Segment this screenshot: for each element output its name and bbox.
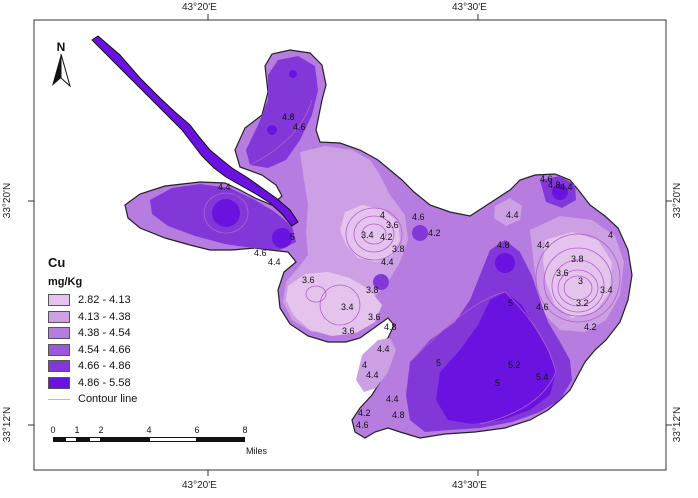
- scale-tick-label: 4: [146, 425, 152, 435]
- coord-top-right: 43°30'E: [452, 2, 487, 13]
- scale-segment: [53, 437, 65, 442]
- coord-right-top: 33°20'N: [672, 182, 684, 219]
- coord-bottom-right: 43°30'E: [452, 480, 487, 491]
- legend-item: 4.13 - 4.38: [48, 309, 137, 326]
- scale-segment: [77, 437, 89, 442]
- scale-segment: [149, 437, 197, 442]
- coord-bottom-left: 43°20'E: [182, 480, 217, 491]
- high-zone-north: [246, 56, 318, 168]
- scale-tick-label: 8: [242, 425, 248, 435]
- legend-item-contour: Contour line: [48, 391, 137, 408]
- coord-right-bottom: 33°12'N: [672, 406, 684, 443]
- legend-swatch: [48, 294, 70, 307]
- legend-contour-label: Contour line: [78, 393, 138, 406]
- scale-segment: [89, 437, 101, 442]
- scale-segment: [197, 437, 245, 442]
- north-arrow-icon: [52, 53, 71, 88]
- legend-label: 2.82 - 4.13: [78, 294, 131, 307]
- legend-label: 4.13 - 4.38: [78, 310, 131, 323]
- hot-spots: [212, 70, 568, 290]
- legend-item: 4.38 - 4.54: [48, 325, 137, 342]
- north-arrow: N: [48, 40, 74, 93]
- legend-item: 4.66 - 4.86: [48, 358, 137, 375]
- legend-label: 4.66 - 4.86: [78, 360, 131, 373]
- low-zone-south-west-edge: [356, 338, 396, 392]
- legend-unit: mg/Kg: [48, 276, 83, 288]
- legend-item: 4.86 - 5.58: [48, 375, 137, 392]
- scale-tick-label: 6: [194, 425, 200, 435]
- graticule-ticks: [28, 14, 672, 476]
- legend-title: Cu: [48, 255, 66, 270]
- legend-item: 2.82 - 4.13: [48, 292, 137, 309]
- scale-tick-label: 0: [50, 425, 56, 435]
- contour-line-swatch: [48, 398, 70, 400]
- legend-item: 4.54 - 4.66: [48, 342, 137, 359]
- legend-swatch: [48, 327, 70, 340]
- contour-lines: [203, 99, 621, 425]
- legend-label: 4.54 - 4.66: [78, 343, 131, 356]
- high-zone-south-core: [436, 292, 556, 424]
- low-zone-northeast: [494, 198, 522, 226]
- scale-segment: [101, 437, 149, 442]
- coord-left-bottom: 33°12'N: [2, 406, 14, 443]
- legend-label: 4.38 - 4.54: [78, 327, 131, 340]
- legend: Cu mg/Kg 2.82 - 4.13 4.13 - 4.38 4.38 - …: [48, 255, 137, 408]
- coord-top-left: 43°20'E: [182, 2, 217, 13]
- scale-tick-label: 2: [98, 425, 104, 435]
- river: [91, 35, 299, 227]
- legend-swatch: [48, 310, 70, 323]
- legend-swatch: [48, 360, 70, 373]
- legend-swatch: [48, 376, 70, 389]
- north-label: N: [56, 40, 66, 54]
- scale-segment: [65, 437, 77, 442]
- legend-label: 4.86 - 5.58: [78, 376, 131, 389]
- scale-tick-label: 1: [74, 425, 80, 435]
- coord-left-top: 33°20'N: [2, 182, 14, 219]
- legend-swatch: [48, 343, 70, 356]
- scale-unit: Miles: [246, 446, 268, 456]
